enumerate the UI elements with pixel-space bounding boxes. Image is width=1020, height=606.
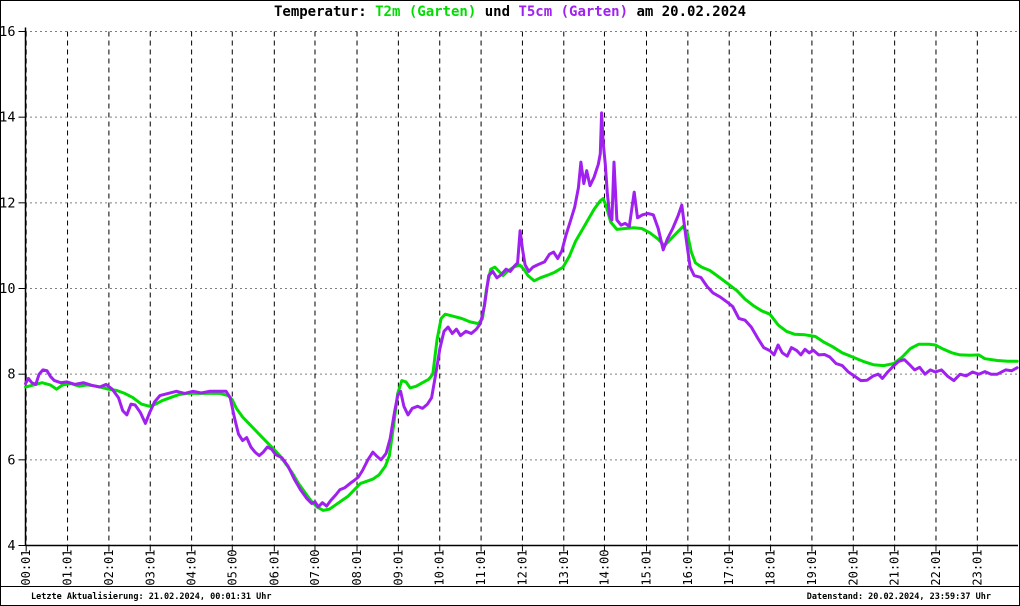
- x-tick-label: 19:01: [805, 550, 819, 586]
- x-tick-label: 11:01: [474, 550, 488, 586]
- y-tick-label: 12: [1, 195, 16, 211]
- x-tick-label: 22:01: [929, 550, 943, 586]
- y-tick-label: 10: [1, 281, 16, 297]
- x-tick-label: 09:01: [391, 550, 405, 586]
- x-tick-label: 20:01: [846, 550, 860, 586]
- title-suffix: am 20.02.2024: [628, 4, 747, 20]
- y-tick-label: 4: [7, 538, 15, 554]
- x-tick-label: 02:01: [102, 550, 116, 586]
- x-tick-label: 18:01: [764, 550, 778, 586]
- t5cm-series-label: T5cm (Garten): [518, 4, 629, 20]
- x-tick-label: 01:01: [61, 550, 75, 586]
- x-tick-label: 14:00: [597, 550, 611, 586]
- x-tick-label: 04:01: [185, 550, 199, 586]
- t5cm-line: [24, 111, 1019, 509]
- y-tick-label: 16: [1, 24, 16, 40]
- x-tick-label: 07:00: [308, 550, 322, 586]
- x-tick-label: 16:01: [681, 550, 695, 586]
- x-tick-label: 17:01: [722, 550, 736, 586]
- last-update-text: Letzte Aktualisierung: 21.02.2024, 00:01…: [31, 592, 272, 602]
- chart-title: Temperatur: T2m (Garten) und T5cm (Garte…: [1, 4, 1019, 20]
- x-tick-label: 12:01: [515, 550, 529, 586]
- y-tick-label: 14: [1, 110, 16, 126]
- x-tick-label: 08:01: [350, 550, 364, 586]
- x-tick-label: 06:01: [267, 550, 281, 586]
- data-state-text: Datenstand: 20.02.2024, 23:59:37 Uhr: [806, 592, 991, 602]
- temperature-plot: 4 6 8 10 12 14 16 00:01 01:01 02:01 03:01 04:01 05:0…: [1, 24, 1019, 586]
- x-tick-label: 00:01: [19, 550, 33, 586]
- title-prefix: Temperatur:: [273, 4, 376, 20]
- x-tick-label: 13:01: [557, 550, 571, 586]
- x-tick-label: 15:01: [640, 550, 654, 586]
- x-tick-label: 21:01: [888, 550, 902, 586]
- title-connector: und: [476, 4, 519, 20]
- status-bar: Letzte Aktualisierung: 21.02.2024, 00:01…: [1, 586, 1019, 605]
- x-tick-label: 10:01: [433, 550, 447, 586]
- t2m-series-label: T2m (Garten): [375, 4, 477, 20]
- x-tick-label: 05:00: [225, 550, 239, 586]
- x-tick-label: 23:01: [970, 550, 984, 586]
- y-tick-label: 6: [7, 452, 15, 468]
- y-tick-label: 8: [7, 367, 15, 383]
- x-tick-label: 03:01: [143, 550, 157, 586]
